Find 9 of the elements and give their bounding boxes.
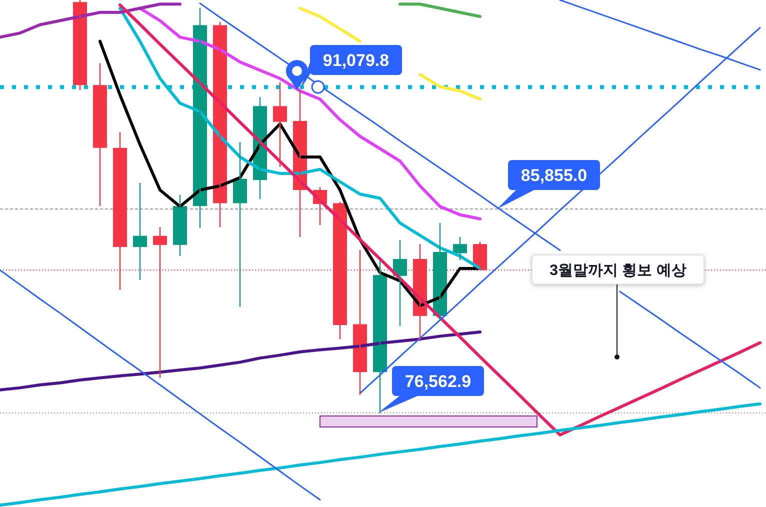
candlestick [93,62,107,207]
candlestick [453,236,467,261]
annotation: 91,079.8 [322,51,390,70]
candlestick [133,182,147,281]
candlestick [273,82,287,168]
candlestick [173,194,187,257]
annotation: 3월말까지 횡보 예상 [550,262,686,279]
annotation: 85,855.0 [520,166,588,185]
annotation: 76,562.9 [404,372,472,391]
